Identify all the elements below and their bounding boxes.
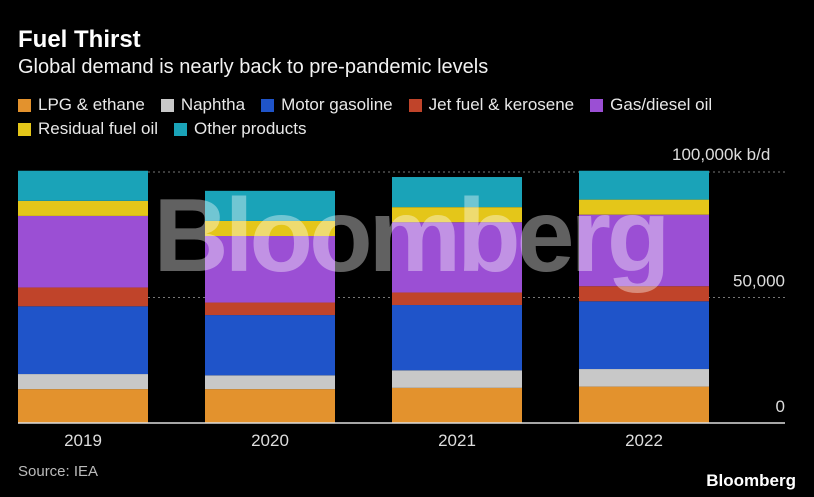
- bar-2019-naphtha: [18, 374, 148, 390]
- legend-item-jet-fuel-kerosene: Jet fuel & kerosene: [408, 94, 575, 116]
- bloomberg-logo: Bloomberg: [706, 471, 796, 490]
- bar-2020-other-products: [205, 190, 335, 221]
- legend-label-motor-gasoline: Motor gasoline: [281, 95, 393, 114]
- chart-title: Fuel Thirst: [18, 26, 141, 53]
- legend-swatch-motor-gasoline: [261, 98, 275, 112]
- bar-2019-residual-fuel-oil: [18, 200, 148, 216]
- bar-2022-lpg-ethane: [579, 386, 709, 423]
- legend-item-motor-gasoline: Motor gasoline: [261, 94, 393, 116]
- legend-label-lpg-ethane: LPG & ethane: [38, 95, 145, 114]
- bar-2019-lpg-ethane: [18, 389, 148, 423]
- legend-label-residual-fuel-oil: Residual fuel oil: [38, 119, 159, 138]
- legend-item-lpg-ethane: LPG & ethane: [18, 94, 145, 116]
- bar-2021-naphtha: [392, 370, 522, 388]
- bar-2019-motor-gasoline: [18, 306, 148, 375]
- y-axis-unit-label: 100,000k b/d: [672, 145, 771, 164]
- bar-2022-jet-fuel-kerosene: [579, 286, 709, 302]
- legend-swatch-jet-fuel-kerosene: [408, 98, 422, 112]
- chart-subtitle: Global demand is nearly back to pre-pand…: [18, 56, 489, 78]
- bar-2019-other-products: [18, 170, 148, 201]
- bar-2022-other-products: [579, 170, 709, 200]
- bar-2022-residual-fuel-oil: [579, 199, 709, 215]
- bar-2021-lpg-ethane: [392, 387, 522, 423]
- bar-2021-motor-gasoline: [392, 305, 522, 371]
- bar-2021-jet-fuel-kerosene: [392, 292, 522, 306]
- legend-swatch-naphtha: [160, 98, 174, 112]
- legend-label-gas-diesel-oil: Gas/diesel oil: [610, 95, 713, 114]
- bar-2019-jet-fuel-kerosene: [18, 287, 148, 307]
- legend-item-naphtha: Naphtha: [160, 94, 246, 116]
- bar-2021-gas-diesel-oil: [392, 222, 522, 293]
- source-note: Source: IEA: [18, 463, 99, 480]
- bar-2022-gas-diesel-oil: [579, 214, 709, 287]
- legend-label-naphtha: Naphtha: [180, 95, 246, 114]
- x-tick-label-2021: 2021: [438, 431, 476, 450]
- legend-label-jet-fuel-kerosene: Jet fuel & kerosene: [428, 95, 575, 114]
- legend-swatch-residual-fuel-oil: [18, 122, 31, 136]
- bar-2021-other-products: [392, 177, 522, 208]
- legend-swatch-gas-diesel-oil: [590, 98, 604, 112]
- legend-label-other-products: Other products: [194, 119, 307, 138]
- x-tick-label-2022: 2022: [625, 431, 663, 450]
- legend-item-other-products: Other products: [174, 118, 306, 140]
- bar-2021-residual-fuel-oil: [392, 207, 522, 223]
- bar-2022-motor-gasoline: [579, 301, 709, 370]
- bar-2020-gas-diesel-oil: [205, 236, 335, 303]
- legend-item-residual-fuel-oil: Residual fuel oil: [18, 118, 158, 140]
- legend-swatch-lpg-ethane: [18, 98, 31, 112]
- x-tick-label-2020: 2020: [251, 431, 289, 450]
- x-tick-label-2019: 2019: [64, 431, 102, 450]
- bar-2020-jet-fuel-kerosene: [205, 302, 335, 316]
- y-tick-label-0: 0: [776, 397, 785, 416]
- legend-item-gas-diesel-oil: Gas/diesel oil: [590, 94, 712, 116]
- bar-2020-naphtha: [205, 375, 335, 390]
- bar-2019-gas-diesel-oil: [18, 215, 148, 288]
- legend-swatch-other-products: [174, 122, 188, 136]
- y-tick-label-50000: 50,000: [733, 272, 785, 291]
- bar-2022-naphtha: [579, 369, 709, 387]
- bar-2020-lpg-ethane: [205, 389, 335, 423]
- chart-legend: LPG & ethane Naphtha Motor gasoline Jet …: [18, 94, 798, 140]
- bar-2020-motor-gasoline: [205, 315, 335, 376]
- bar-2020-residual-fuel-oil: [205, 220, 335, 237]
